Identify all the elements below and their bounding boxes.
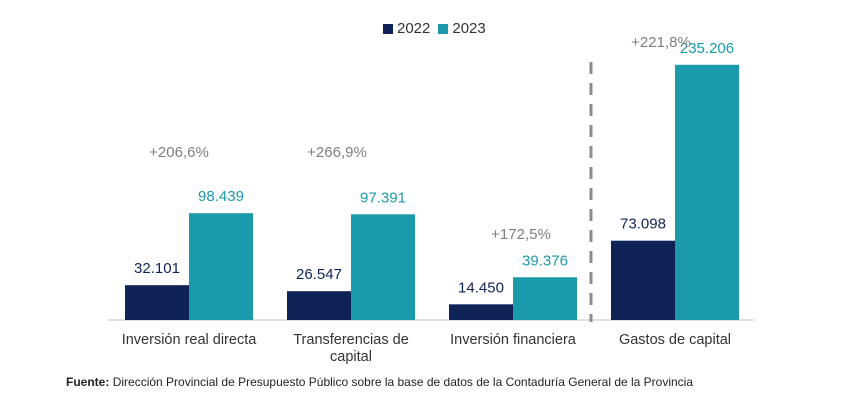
bar-2022-0 [125, 285, 189, 320]
growth-annotation-0: +206,6% [149, 144, 209, 161]
bar-2022-3 [611, 240, 675, 320]
category-label-0-0: Inversión real directa [122, 332, 258, 348]
category-label-1-1: capital [330, 349, 372, 365]
legend-swatch-2023 [438, 23, 449, 34]
legend-item-2023: 2023 [438, 20, 486, 37]
legend-label-2022: 2022 [397, 20, 431, 37]
category-label-2-0: Inversión financiera [450, 332, 577, 348]
growth-annotation-3: +221,8% [631, 34, 691, 51]
category-label-1-0: Transferencias de [293, 332, 409, 348]
data-label-2023-2: 39.376 [522, 252, 568, 269]
data-label-2023-1: 97.391 [360, 189, 406, 206]
data-label-2022-3: 73.098 [620, 216, 666, 233]
source-label: Fuente: [66, 375, 110, 389]
legend-label-2023: 2023 [452, 20, 486, 37]
bar-2023-3 [675, 64, 739, 321]
source-note: Fuente: Dirección Provincial de Presupue… [66, 375, 693, 389]
bar-chart: 32.101 98.439 Inversión real directa +206,6… [108, 34, 754, 365]
legend-item-2022: 2022 [383, 20, 430, 37]
data-label-2023-0: 98.439 [198, 188, 244, 205]
category-label-3-0: Gastos de capital [619, 332, 731, 348]
bar-2022-1 [287, 291, 351, 320]
bar-2023-2 [513, 277, 577, 320]
bar-2022-2 [449, 304, 513, 320]
growth-annotation-1: +266,9% [307, 144, 367, 161]
chart-legend: 2022 2023 [383, 20, 494, 37]
bar-2023-0 [189, 213, 253, 320]
bar-2023-1 [351, 214, 415, 320]
growth-annotation-2: +172,5% [491, 226, 551, 243]
data-label-2022-1: 26.547 [296, 266, 342, 283]
data-label-2023-3: 235.206 [680, 40, 734, 57]
data-label-2022-0: 32.101 [134, 260, 180, 277]
legend-swatch-2022 [383, 23, 393, 34]
data-label-2022-2: 14.450 [458, 279, 504, 296]
source-text: Dirección Provincial de Presupuesto Públ… [112, 375, 694, 389]
